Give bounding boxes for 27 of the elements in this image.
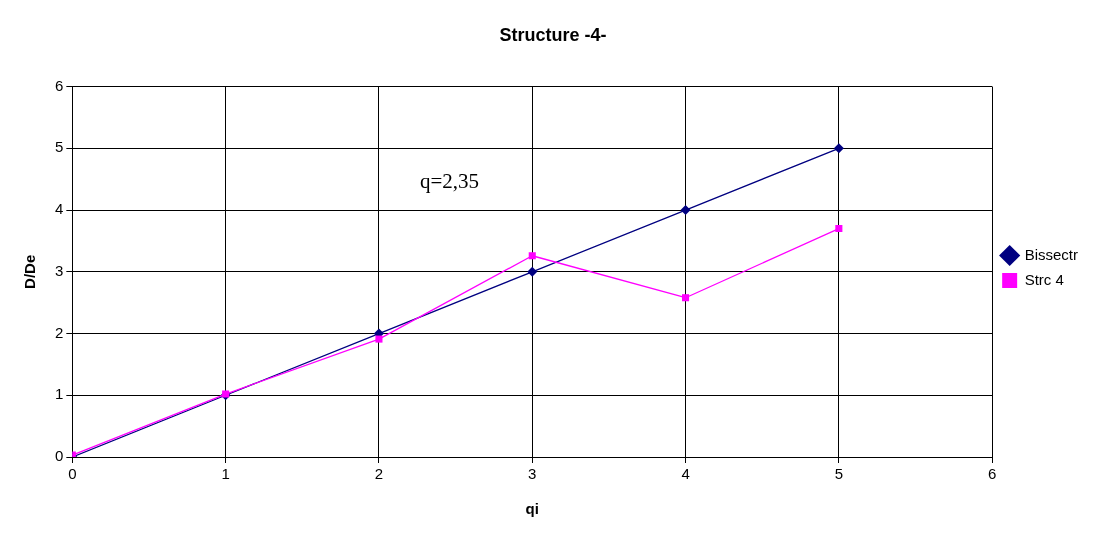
x-tick-label: 5 bbox=[834, 465, 844, 483]
y-tick-label: 3 bbox=[55, 261, 64, 279]
x-tick-label: 6 bbox=[987, 465, 997, 483]
y-tick-label: 1 bbox=[55, 385, 64, 403]
point bbox=[833, 143, 844, 154]
point bbox=[375, 335, 383, 343]
point bbox=[527, 266, 538, 277]
y-tick-label: 6 bbox=[55, 76, 64, 94]
point bbox=[528, 252, 536, 260]
chart-title: Structure -4- bbox=[499, 24, 607, 45]
x-tick-label: 0 bbox=[68, 465, 77, 483]
y-axis-title: D/De bbox=[21, 254, 39, 289]
y-tick-label: 2 bbox=[55, 323, 64, 341]
x-axis-title: qi bbox=[525, 500, 539, 518]
x-tick-label: 1 bbox=[221, 465, 230, 483]
point bbox=[680, 205, 691, 216]
x-tick-label: 2 bbox=[374, 465, 384, 483]
annotation: q=2,35 bbox=[419, 169, 480, 194]
y-tick-label: 5 bbox=[55, 138, 64, 156]
y-tick-label: 0 bbox=[55, 447, 64, 465]
legend-label: Bissectr bbox=[1024, 245, 1078, 263]
y-tick-label: 4 bbox=[55, 200, 64, 218]
x-tick-label: 4 bbox=[681, 465, 690, 483]
point bbox=[835, 225, 843, 233]
legend-label: Strc 4 bbox=[1024, 270, 1064, 288]
x-tick-label: 3 bbox=[528, 465, 537, 483]
point bbox=[682, 294, 690, 302]
